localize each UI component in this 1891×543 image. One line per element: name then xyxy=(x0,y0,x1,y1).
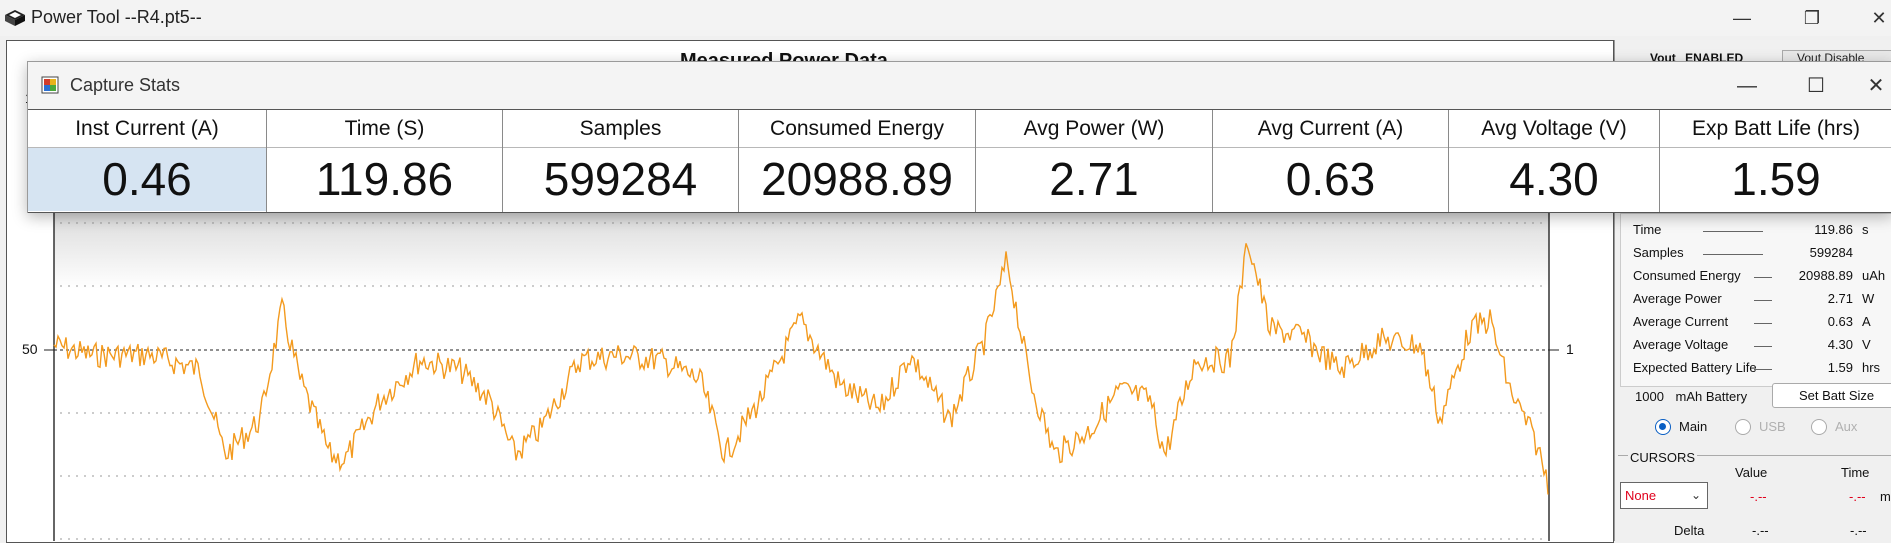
stat-column-avg-current[interactable]: Avg Current (A) 0.63 xyxy=(1213,110,1449,212)
dialog-maximize-button[interactable]: ☐ xyxy=(1807,75,1825,97)
stat-unit: uAh xyxy=(1862,268,1886,283)
channel-label: Aux xyxy=(1835,419,1858,434)
stat-leader-line xyxy=(1754,346,1772,347)
column-value: 0.46 xyxy=(28,148,266,211)
dialog-close-button[interactable]: ✕ xyxy=(1867,75,1885,97)
stat-label: Samples xyxy=(1633,245,1684,260)
stat-unit: W xyxy=(1862,291,1875,306)
set-batt-size-button[interactable]: Set Batt Size xyxy=(1772,383,1891,408)
cursors-group xyxy=(1618,455,1891,542)
stat-label: Average Voltage xyxy=(1633,337,1729,352)
stat-value: 20988.89 xyxy=(1798,268,1853,283)
stat-leader-line xyxy=(1754,300,1772,301)
column-value: 4.30 xyxy=(1509,153,1599,205)
stat-label: Consumed Energy xyxy=(1633,268,1741,283)
column-header: Exp Batt Life (hrs) xyxy=(1660,110,1891,148)
stat-label: Expected Battery Life xyxy=(1633,360,1757,375)
stat-label: Time xyxy=(1633,222,1662,237)
capture-stats-table: Inst Current (A) 0.46 Time (S) 119.86 Sa… xyxy=(28,109,1891,213)
y-axis-left-label: 50 xyxy=(22,341,38,357)
stat-leader-line xyxy=(1703,254,1763,255)
column-header: Time (S) xyxy=(267,110,502,148)
cursor-value: -.-- xyxy=(1750,489,1767,504)
app-icon xyxy=(5,10,25,26)
cursor-delta-value: -.-- xyxy=(1752,523,1769,538)
cursor-delta-time: -.-- xyxy=(1850,523,1867,538)
restore-button[interactable]: ❐ xyxy=(1803,8,1821,28)
stat-unit: A xyxy=(1862,314,1871,329)
cursor-time-unit: m xyxy=(1880,489,1891,504)
y-axis-right-label: 1 xyxy=(1566,341,1574,357)
stat-value: 2.71 xyxy=(1827,291,1853,306)
channel-label: Main xyxy=(1679,419,1708,434)
plot-background xyxy=(54,205,1549,541)
stat-unit: s xyxy=(1862,222,1869,237)
capture-stats-dialog: Capture Stats — ☐ ✕ Inst Current (A) 0.4… xyxy=(27,61,1891,213)
column-header: Avg Power (W) xyxy=(976,110,1212,148)
stat-column-time[interactable]: Time (S) 119.86 xyxy=(267,110,503,212)
current-trace xyxy=(53,243,1549,495)
stat-label: Average Current xyxy=(1633,314,1729,329)
channel-label: USB xyxy=(1759,419,1786,434)
stat-column-avg-power[interactable]: Avg Power (W) 2.71 xyxy=(976,110,1213,212)
stat-value: 599284 xyxy=(1809,245,1853,260)
stat-leader-line xyxy=(1754,323,1772,324)
dialog-minimize-button[interactable]: — xyxy=(1737,75,1757,97)
radio-selected-icon xyxy=(1655,419,1671,435)
radio-empty-icon xyxy=(1811,419,1827,435)
radio-empty-icon xyxy=(1735,419,1751,435)
stat-value: 1.59 xyxy=(1827,360,1853,375)
chevron-down-icon: ⌄ xyxy=(1690,488,1701,502)
close-button[interactable]: ✕ xyxy=(1871,8,1887,28)
column-header: Avg Current (A) xyxy=(1213,110,1448,148)
cursor-select-value: None xyxy=(1625,488,1657,503)
stat-column-consumed-energy[interactable]: Consumed Energy 20988.89 xyxy=(739,110,976,212)
battery-size: 1000 mAh Battery xyxy=(1635,389,1747,404)
battery-capacity: 1000 xyxy=(1635,389,1664,404)
dialog-titlebar: Capture Stats — ☐ ✕ xyxy=(28,62,1891,109)
column-header: Consumed Energy xyxy=(739,110,975,148)
column-header: Samples xyxy=(503,110,738,148)
column-value: 0.63 xyxy=(1285,153,1376,205)
stat-unit: V xyxy=(1862,337,1871,352)
stat-value: 0.63 xyxy=(1827,314,1853,329)
minimize-button[interactable]: — xyxy=(1733,8,1751,28)
cursor-select[interactable]: None ⌄ xyxy=(1620,482,1708,509)
battery-unit: mAh Battery xyxy=(1675,389,1748,404)
stat-column-exp-batt-life[interactable]: Exp Batt Life (hrs) 1.59 xyxy=(1660,110,1891,212)
cursor-time: -.-- xyxy=(1849,489,1866,504)
column-header: Inst Current (A) xyxy=(28,110,266,148)
stat-value: 4.30 xyxy=(1827,337,1853,352)
dialog-title: Capture Stats xyxy=(70,75,181,95)
cursor-delta-label: Delta xyxy=(1674,523,1705,538)
stat-column-samples[interactable]: Samples 599284 xyxy=(503,110,739,212)
column-header: Avg Voltage (V) xyxy=(1449,110,1659,148)
column-value: 2.71 xyxy=(1049,153,1139,205)
column-value: 119.86 xyxy=(315,153,454,205)
stat-unit: hrs xyxy=(1862,360,1881,375)
stat-leader-line xyxy=(1754,369,1772,370)
window-app-icon xyxy=(41,76,59,94)
stat-label: Average Power xyxy=(1633,291,1722,306)
cursor-value-header: Value xyxy=(1735,465,1768,480)
column-value: 1.59 xyxy=(1731,153,1821,205)
stat-leader-line xyxy=(1703,231,1763,232)
stat-leader-line xyxy=(1754,277,1772,278)
column-value: 599284 xyxy=(543,153,698,205)
stat-column-inst-current[interactable]: Inst Current (A) 0.46 xyxy=(28,110,267,212)
stat-value: 119.86 xyxy=(1814,222,1853,237)
cursor-time-header: Time xyxy=(1841,465,1870,480)
stat-column-avg-voltage[interactable]: Avg Voltage (V) 4.30 xyxy=(1449,110,1660,212)
window-title: Power Tool --R4.pt5-- xyxy=(31,7,202,27)
column-value: 20988.89 xyxy=(761,153,953,205)
cursors-title: CURSORS xyxy=(1628,450,1698,465)
window-titlebar: Power Tool --R4.pt5-- — ❐ ✕ xyxy=(0,0,1891,36)
